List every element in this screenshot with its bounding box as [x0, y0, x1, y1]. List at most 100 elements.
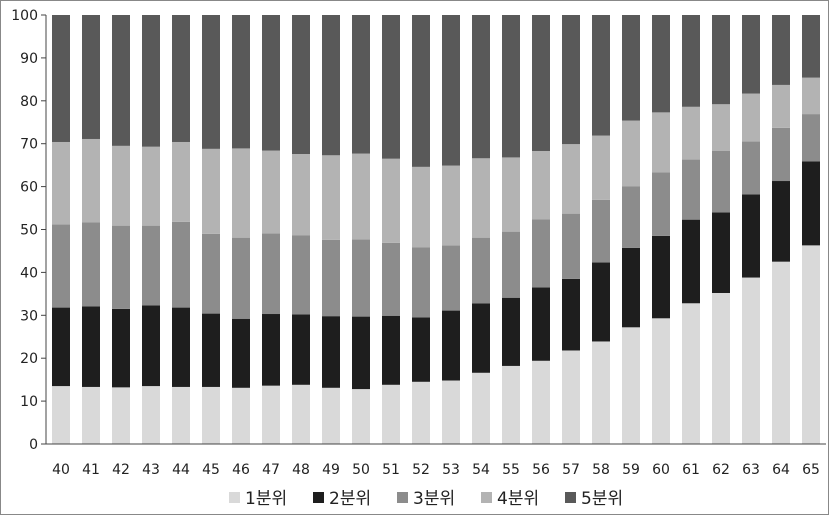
- legend-item-4: 4분위: [481, 489, 539, 509]
- bar-segment-series-5-62: [712, 15, 730, 105]
- bar-segment-series-5-52: [412, 15, 430, 167]
- legend: 1분위 2분위 3분위 4분위 5분위: [229, 489, 623, 509]
- bar-segment-series-2-62: [712, 212, 730, 293]
- bar-stack-49: [322, 15, 340, 444]
- x-tick-label: 53: [442, 462, 460, 478]
- bar-segment-series-2-59: [622, 247, 640, 328]
- bar-segment-series-5-41: [82, 15, 100, 139]
- bar-segment-series-1-50: [352, 389, 370, 444]
- bar-segment-series-1-45: [202, 386, 220, 444]
- bar-segment-series-4-53: [442, 165, 460, 246]
- bar-segment-series-4-42: [112, 145, 130, 226]
- bar-segment-series-2-46: [232, 318, 250, 388]
- bar-segment-series-1-57: [562, 350, 580, 444]
- bar-segment-series-4-61: [682, 106, 700, 160]
- y-tick-label: 50: [20, 223, 38, 239]
- bar-segment-series-5-58: [592, 15, 610, 136]
- bar-segment-series-4-65: [802, 77, 820, 115]
- y-axis: 0 10 20 30 40 50 60 70 80 90 100: [11, 8, 47, 453]
- x-tick-label: 47: [262, 462, 280, 478]
- bar-segment-series-1-49: [322, 387, 340, 444]
- bar-segment-series-4-48: [292, 153, 310, 236]
- bar-segment-series-5-53: [442, 15, 460, 166]
- bar-segment-series-2-56: [532, 287, 550, 361]
- bar-stack-41: [82, 15, 100, 444]
- bar-segment-series-3-61: [682, 159, 700, 220]
- bar-segment-series-4-47: [262, 150, 280, 234]
- bar-segment-series-3-44: [172, 221, 190, 308]
- bar-segment-series-4-44: [172, 141, 190, 222]
- x-tick-label: 60: [652, 462, 670, 478]
- bar-segment-series-3-58: [592, 199, 610, 263]
- bar-segment-series-3-60: [652, 172, 670, 236]
- bar-segment-series-1-52: [412, 381, 430, 444]
- bar-segment-series-1-44: [172, 386, 190, 444]
- bar-stack-50: [352, 15, 370, 444]
- bar-segment-series-4-59: [622, 120, 640, 187]
- bar-segment-series-5-55: [502, 15, 520, 158]
- bar-segment-series-2-53: [442, 310, 460, 381]
- bar-segment-series-2-58: [592, 262, 610, 342]
- bar-segment-series-4-56: [532, 150, 550, 220]
- bar-segment-series-1-55: [502, 365, 520, 444]
- bar-stack-61: [682, 15, 700, 444]
- bar-segment-series-4-54: [472, 158, 490, 238]
- bar-segment-series-2-61: [682, 219, 700, 304]
- bar-segment-series-1-58: [592, 341, 610, 444]
- bar-segment-series-1-56: [532, 360, 550, 444]
- bar-segment-series-2-52: [412, 317, 430, 382]
- bar-segment-series-5-48: [292, 15, 310, 154]
- bar-segment-series-2-60: [652, 235, 670, 319]
- bar-segment-series-4-50: [352, 153, 370, 240]
- y-tick-label: 40: [20, 265, 38, 281]
- bar-stack-57: [562, 15, 580, 444]
- bar-segment-series-1-64: [772, 261, 790, 444]
- bar-segment-series-2-65: [802, 161, 820, 246]
- bar-stack-51: [382, 15, 400, 444]
- bar-segment-series-5-43: [142, 15, 160, 147]
- bar-segment-series-1-40: [52, 386, 70, 444]
- bar-segment-series-1-53: [442, 380, 460, 444]
- bar-segment-series-4-46: [232, 148, 250, 238]
- y-tick-label: 60: [20, 180, 38, 196]
- bar-segment-series-3-63: [742, 141, 760, 195]
- y-tick-label: 30: [20, 308, 38, 324]
- bar-segment-series-5-51: [382, 15, 400, 159]
- bar-segment-series-4-57: [562, 144, 580, 214]
- bar-segment-series-2-40: [52, 307, 70, 387]
- bar-segment-series-3-41: [82, 222, 100, 307]
- bar-segment-series-5-64: [772, 15, 790, 85]
- bar-segment-series-4-63: [742, 93, 760, 142]
- x-tick-label: 49: [322, 462, 340, 478]
- bar-segment-series-5-44: [172, 15, 190, 142]
- y-tick-label: 10: [20, 394, 38, 410]
- bar-stack-53: [442, 15, 460, 444]
- bar-stack-56: [532, 15, 550, 444]
- bar-segment-series-1-43: [142, 386, 160, 444]
- legend-label: 3분위: [413, 489, 455, 509]
- y-tick-label: 100: [11, 8, 38, 24]
- bar-segment-series-1-54: [472, 372, 490, 444]
- bar-segment-series-3-59: [622, 186, 640, 248]
- x-tick-label: 51: [382, 462, 400, 478]
- bar-segment-series-2-48: [292, 314, 310, 385]
- x-tick-label: 44: [172, 462, 190, 478]
- bar-segment-series-5-45: [202, 15, 220, 149]
- bar-segment-series-5-56: [532, 15, 550, 151]
- bar-stack-58: [592, 15, 610, 444]
- bar-segment-series-5-46: [232, 15, 250, 149]
- bar-segment-series-1-41: [82, 386, 100, 444]
- legend-label: 2분위: [329, 489, 371, 509]
- bar-stack-48: [292, 15, 310, 444]
- bar-segment-series-2-44: [172, 307, 190, 387]
- bar-segment-series-5-57: [562, 15, 580, 145]
- bar-segment-series-4-62: [712, 104, 730, 151]
- x-tick-label: 46: [232, 462, 250, 478]
- legend-label: 4분위: [497, 489, 539, 509]
- bar-segment-series-3-57: [562, 213, 580, 279]
- bar-stack-63: [742, 15, 760, 444]
- bar-stack-59: [622, 15, 640, 444]
- legend-label: 1분위: [245, 489, 287, 509]
- bar-segment-series-4-40: [52, 141, 70, 225]
- bar-segment-series-3-51: [382, 242, 400, 316]
